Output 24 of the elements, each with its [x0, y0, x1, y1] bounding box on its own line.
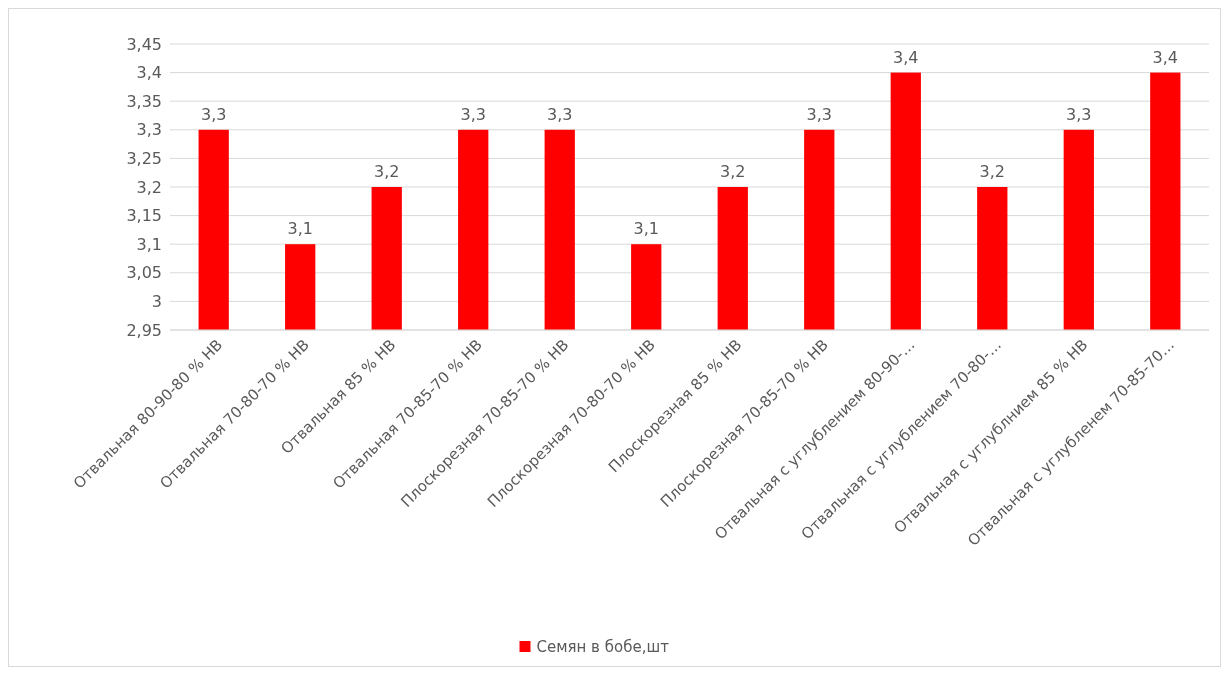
- y-tick-label: 3,05: [126, 263, 162, 283]
- data-label: 3,3: [547, 104, 573, 124]
- y-tick-label: 3: [151, 292, 162, 311]
- data-label: 3,4: [1152, 47, 1179, 67]
- y-tick-label: 3,1: [136, 234, 162, 254]
- y-tick-label: 3,15: [126, 206, 162, 226]
- data-label: 3,2: [720, 162, 746, 181]
- data-label: 3,2: [373, 162, 400, 181]
- legend-label: Семян в бобе,шт: [536, 638, 670, 657]
- data-label: 3,2: [979, 162, 1006, 181]
- y-tick-label: 3,4: [136, 63, 162, 83]
- data-label: 3,3: [806, 104, 832, 124]
- data-label: 3,3: [200, 104, 227, 124]
- data-label: 3,1: [633, 219, 659, 239]
- y-tick-label: 3,3: [136, 120, 162, 140]
- y-tick-label: 3,45: [126, 34, 162, 54]
- data-label: 3,3: [460, 104, 486, 124]
- data-label: 3,4: [893, 47, 919, 67]
- y-tick-label: 2,95: [126, 320, 162, 340]
- data-label: 3,3: [1066, 104, 1092, 124]
- y-tick-label: 3,2: [136, 177, 162, 197]
- y-tick-label: 3,35: [126, 91, 162, 111]
- y-tick-label: 3,25: [126, 149, 162, 168]
- data-label: 3,1: [287, 219, 313, 239]
